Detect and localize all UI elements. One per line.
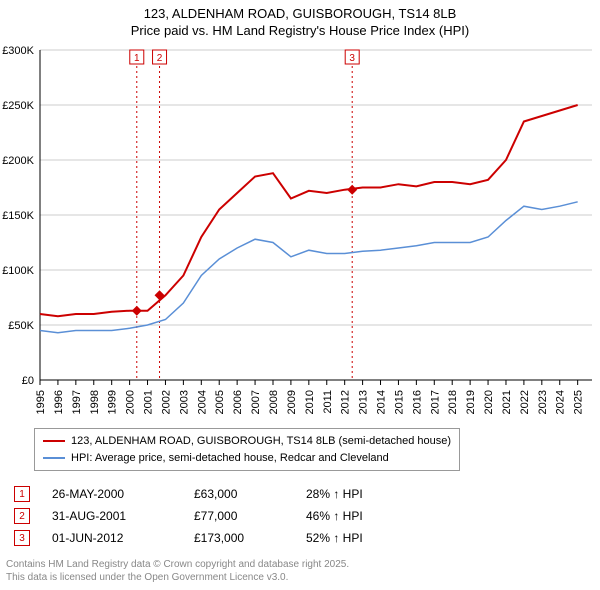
svg-text:2012: 2012	[340, 390, 352, 414]
sale-delta: 46% ↑ HPI	[306, 509, 363, 523]
footer-line1: Contains HM Land Registry data © Crown c…	[6, 559, 349, 570]
svg-text:2002: 2002	[160, 390, 172, 414]
chart-legend: 123, ALDENHAM ROAD, GUISBOROUGH, TS14 8L…	[34, 428, 460, 471]
svg-text:£100K: £100K	[2, 265, 34, 277]
title-line1: 123, ALDENHAM ROAD, GUISBOROUGH, TS14 8L…	[144, 6, 457, 21]
svg-text:2024: 2024	[555, 390, 567, 414]
chart-title: 123, ALDENHAM ROAD, GUISBOROUGH, TS14 8L…	[0, 0, 600, 40]
svg-text:£150K: £150K	[2, 210, 34, 222]
legend-label: 123, ALDENHAM ROAD, GUISBOROUGH, TS14 8L…	[71, 433, 451, 450]
title-line2: Price paid vs. HM Land Registry's House …	[131, 23, 469, 38]
sale-date: 01-JUN-2012	[52, 531, 172, 545]
svg-text:2006: 2006	[232, 390, 244, 414]
svg-text:1996: 1996	[53, 390, 65, 414]
sale-row: 2 31-AUG-2001 £77,000 46% ↑ HPI	[14, 508, 363, 524]
svg-text:2022: 2022	[519, 390, 531, 414]
sale-row: 3 01-JUN-2012 £173,000 52% ↑ HPI	[14, 530, 363, 546]
footer-attrib: Contains HM Land Registry data © Crown c…	[6, 558, 349, 584]
svg-text:2025: 2025	[573, 390, 585, 414]
svg-text:1998: 1998	[89, 390, 101, 414]
svg-text:£300K: £300K	[2, 46, 34, 57]
svg-text:2018: 2018	[447, 390, 459, 414]
footer-line2: This data is licensed under the Open Gov…	[6, 572, 288, 583]
svg-text:£0: £0	[22, 375, 34, 387]
svg-text:1999: 1999	[107, 390, 119, 414]
sales-table: 1 26-MAY-2000 £63,000 28% ↑ HPI 2 31-AUG-2001…	[14, 480, 363, 552]
svg-text:2015: 2015	[393, 390, 405, 414]
svg-text:2013: 2013	[358, 390, 370, 414]
svg-text:2010: 2010	[304, 390, 316, 414]
svg-text:2005: 2005	[214, 390, 226, 414]
line-chart: £0 £50K £100K £150K £200K £250K £300K 1995 1996 1…	[0, 46, 600, 420]
svg-text:2020: 2020	[483, 390, 495, 414]
legend-row: 123, ALDENHAM ROAD, GUISBOROUGH, TS14 8L…	[43, 433, 451, 450]
sale-marker: 1	[14, 486, 30, 502]
svg-text:2: 2	[157, 53, 163, 64]
svg-text:1: 1	[134, 53, 140, 64]
svg-text:2011: 2011	[322, 390, 334, 414]
sale-date: 26-MAY-2000	[52, 487, 172, 501]
svg-text:1997: 1997	[71, 390, 83, 414]
sale-price: £63,000	[194, 487, 284, 501]
svg-text:2021: 2021	[501, 390, 513, 414]
svg-text:2000: 2000	[125, 390, 137, 414]
svg-text:2004: 2004	[196, 390, 208, 414]
legend-swatch	[43, 457, 65, 459]
legend-swatch	[43, 440, 65, 442]
svg-text:2009: 2009	[286, 390, 298, 414]
svg-text:2001: 2001	[143, 390, 155, 414]
svg-text:3: 3	[349, 53, 355, 64]
svg-text:2016: 2016	[411, 390, 423, 414]
sale-delta: 52% ↑ HPI	[306, 531, 363, 545]
svg-text:2017: 2017	[429, 390, 441, 414]
svg-text:2023: 2023	[537, 390, 549, 414]
svg-text:£250K: £250K	[2, 100, 34, 112]
svg-text:1995: 1995	[35, 390, 47, 414]
svg-text:2008: 2008	[268, 390, 280, 414]
sale-price: £173,000	[194, 531, 284, 545]
sale-price: £77,000	[194, 509, 284, 523]
svg-text:£200K: £200K	[2, 155, 34, 167]
sale-date: 31-AUG-2001	[52, 509, 172, 523]
svg-text:2007: 2007	[250, 390, 262, 414]
svg-text:2003: 2003	[178, 390, 190, 414]
svg-text:2014: 2014	[376, 390, 388, 414]
sale-marker: 3	[14, 530, 30, 546]
page: 123, ALDENHAM ROAD, GUISBOROUGH, TS14 8L…	[0, 0, 600, 590]
sale-row: 1 26-MAY-2000 £63,000 28% ↑ HPI	[14, 486, 363, 502]
svg-text:£50K: £50K	[8, 320, 34, 332]
sale-delta: 28% ↑ HPI	[306, 487, 363, 501]
sale-marker: 2	[14, 508, 30, 524]
legend-row: HPI: Average price, semi-detached house,…	[43, 450, 451, 467]
svg-text:2019: 2019	[465, 390, 477, 414]
legend-label: HPI: Average price, semi-detached house,…	[71, 450, 389, 467]
